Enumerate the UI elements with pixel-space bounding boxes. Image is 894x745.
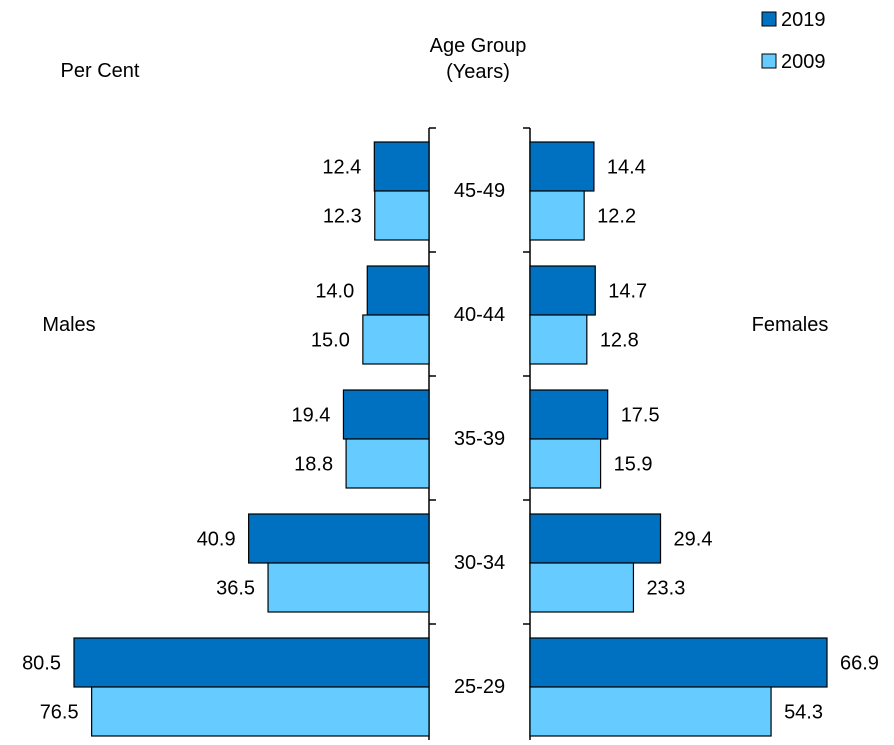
data-label-males: 76.5: [40, 702, 79, 724]
category-label: 45-49: [454, 180, 505, 202]
category-label: 40-44: [454, 304, 505, 326]
males-label: Males: [42, 314, 95, 336]
bar-females-2019: [529, 141, 595, 192]
bar-males-2009: [91, 686, 430, 737]
data-label-males: 14.0: [315, 281, 354, 303]
data-label-males: 40.9: [197, 529, 236, 551]
bar-males-2009: [267, 562, 430, 613]
bar-females-2009: [529, 190, 585, 241]
bar-males-2019: [342, 389, 430, 440]
bar-females-2009: [529, 686, 772, 737]
bar-males-2009: [374, 190, 430, 241]
data-label-males: 19.4: [292, 405, 331, 427]
data-label-females: 29.4: [674, 529, 713, 551]
bar-females-2019: [529, 637, 828, 688]
females-label: Females: [752, 314, 829, 336]
age-group-title-line2: (Years): [446, 61, 510, 83]
category-label: 30-34: [454, 552, 505, 574]
chart-labels: 45-49 12.4 14.4 12.3 12.2 40-44 14.0 14.7 15.0 12…: [22, 157, 879, 724]
bar-males-2009: [345, 438, 430, 489]
data-label-females: 12.2: [597, 206, 636, 228]
chart-bars: [73, 141, 828, 737]
bar-females-2019: [529, 513, 662, 564]
data-label-females: 17.5: [621, 405, 660, 427]
data-label-males: 36.5: [216, 578, 255, 600]
bar-males-2019: [373, 141, 430, 192]
data-label-males: 18.8: [294, 454, 333, 476]
data-label-females: 14.4: [607, 157, 646, 179]
data-label-females: 66.9: [840, 653, 879, 675]
age-group-title-line1: Age Group: [430, 35, 527, 57]
category-label: 25-29: [454, 676, 505, 698]
bar-males-2019: [248, 513, 430, 564]
data-label-females: 54.3: [784, 702, 823, 724]
data-label-females: 23.3: [646, 578, 685, 600]
data-label-females: 14.7: [608, 281, 647, 303]
bar-females-2009: [529, 438, 602, 489]
data-label-males: 80.5: [22, 653, 61, 675]
legend-swatch-2019: [761, 11, 777, 27]
bar-females-2019: [529, 389, 609, 440]
chart-legend: 2019 2009: [761, 9, 826, 73]
category-label: 35-39: [454, 428, 505, 450]
bar-females-2009: [529, 562, 635, 613]
data-label-males: 12.3: [323, 206, 362, 228]
data-label-females: 12.8: [600, 330, 639, 352]
bar-males-2019: [366, 265, 430, 316]
legend-label-2019: 2019: [781, 9, 826, 31]
legend-label-2009: 2009: [781, 51, 826, 73]
bar-females-2009: [529, 314, 588, 365]
data-label-females: 15.9: [614, 454, 653, 476]
data-label-males: 12.4: [322, 157, 361, 179]
data-label-males: 15.0: [311, 330, 350, 352]
bar-males-2009: [362, 314, 430, 365]
bar-females-2019: [529, 265, 596, 316]
legend-swatch-2009: [761, 53, 777, 69]
per-cent-label: Per Cent: [61, 60, 140, 82]
bar-males-2019: [73, 637, 430, 688]
